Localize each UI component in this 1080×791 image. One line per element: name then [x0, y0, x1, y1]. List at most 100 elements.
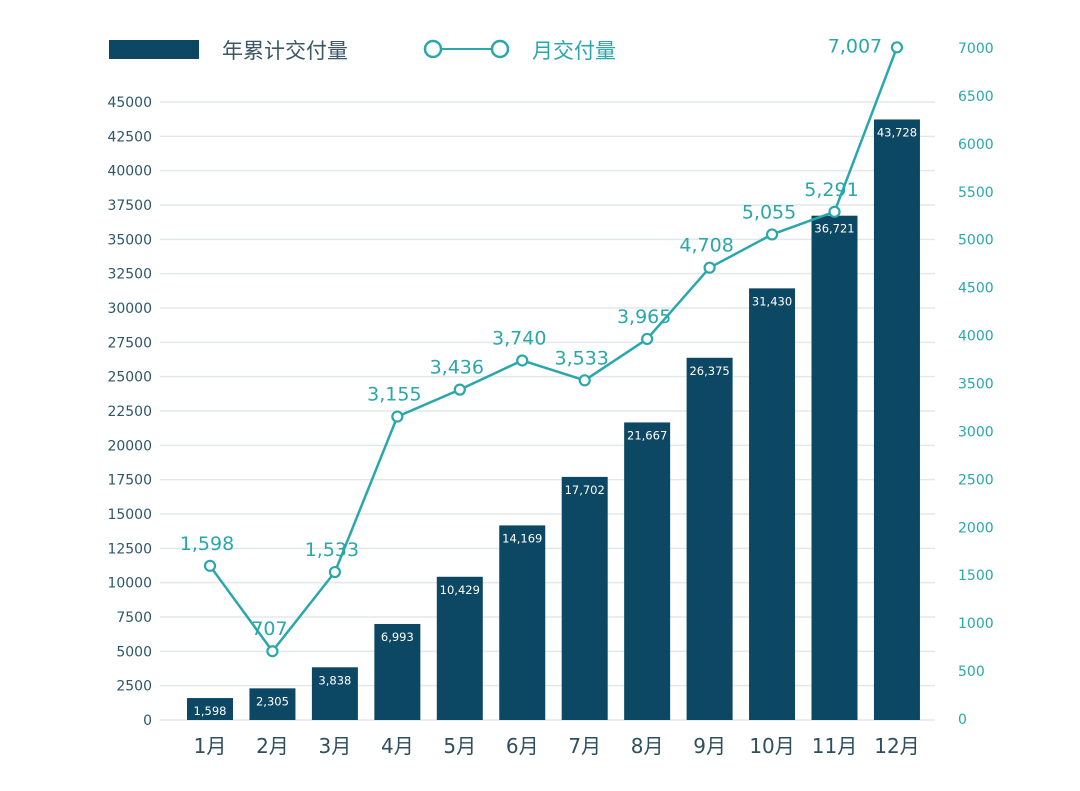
right-axis-tick: 500 [958, 664, 985, 680]
left-axis-tick: 45000 [107, 95, 152, 111]
bar [686, 357, 733, 720]
right-axis-tick: 1500 [958, 568, 994, 584]
left-axis-tick: 35000 [107, 232, 152, 248]
bar-label: 3,838 [318, 673, 351, 687]
legend-line-label: 月交付量 [532, 39, 616, 63]
line-series [208, 46, 899, 654]
right-axis-tick: 6000 [958, 137, 994, 153]
bar-label: 1,598 [194, 704, 227, 718]
right-axis-tick: 5000 [958, 233, 994, 249]
line-point [828, 205, 841, 218]
right-axis-tick: 7000 [958, 41, 994, 57]
line-label: 3,533 [554, 347, 608, 369]
x-axis-tick: 10月 [749, 734, 794, 758]
line-point [641, 332, 654, 346]
bar [624, 422, 671, 720]
line-point [203, 559, 217, 572]
bar-label: 17,702 [565, 483, 605, 497]
x-axis-tick: 6月 [506, 734, 539, 758]
bar-label: 26,375 [689, 364, 729, 378]
x-axis-tick: 9月 [693, 734, 726, 758]
line-point [328, 565, 341, 579]
legend-line-marker-left [423, 39, 443, 59]
right-axis-tick: 2500 [958, 472, 994, 488]
bar-label: 14,169 [502, 531, 542, 545]
right-axis-tick: 0 [958, 712, 967, 728]
line-label: 1,598 [180, 533, 234, 555]
bar [499, 525, 546, 720]
x-axis-tick: 1月 [194, 734, 227, 758]
line-point [765, 228, 779, 241]
legend: 年累计交付量 月交付量 [109, 39, 616, 63]
left-axis-tick: 2500 [116, 679, 152, 695]
x-axis-tick: 8月 [631, 734, 664, 758]
right-axis-tick: 4000 [958, 329, 994, 345]
bar-label: 10,429 [440, 583, 480, 597]
line-label: 3,965 [617, 306, 671, 328]
bar-label: 36,721 [814, 222, 854, 236]
x-axis-tick: 4月 [381, 734, 414, 758]
left-axis-tick: 42500 [107, 129, 152, 145]
left-axis-tick: 12500 [107, 541, 152, 557]
x-axis-tick: 12月 [874, 734, 919, 758]
right-axis-tick: 3000 [958, 424, 994, 440]
right-axis-tick: 3500 [958, 377, 994, 393]
left-axis-tick: 0 [143, 713, 152, 729]
line-label: 3,740 [492, 327, 546, 349]
legend-bar-label: 年累计交付量 [222, 39, 348, 63]
bar-label: 6,993 [381, 630, 414, 644]
line-point [391, 410, 404, 423]
right-axis-tick: 4500 [958, 281, 994, 297]
legend-bar-swatch [109, 40, 199, 59]
x-axis-tick: 5月 [443, 734, 476, 758]
line-label: 4,708 [679, 235, 733, 257]
left-axis-tick: 17500 [107, 473, 152, 489]
bar [873, 119, 920, 720]
line-label: 5,055 [742, 201, 796, 223]
line-point [266, 645, 279, 658]
left-axis-tick: 30000 [107, 301, 152, 317]
right-axis-tick: 6500 [958, 89, 994, 105]
left-axis-tick: 10000 [107, 576, 152, 592]
x-axis-tick: 2月 [256, 734, 289, 758]
line-point [890, 41, 904, 54]
bar [249, 688, 296, 720]
bar-label: 43,728 [877, 125, 917, 139]
bar [749, 288, 796, 720]
left-axis-tick: 22500 [107, 404, 152, 420]
line-point [578, 374, 591, 387]
left-axis-tick: 32500 [107, 267, 152, 283]
left-axis-tick: 15000 [107, 507, 152, 523]
line-label: 5,291 [804, 179, 858, 201]
line-point [703, 261, 716, 274]
x-axis-tick: 7月 [568, 734, 601, 758]
legend-line-marker-right [490, 39, 510, 59]
bar-label: 31,430 [752, 294, 792, 308]
line-label: 3,436 [430, 357, 484, 379]
left-axis-tick: 5000 [116, 644, 152, 660]
bar [311, 667, 358, 720]
right-axis-tick: 2000 [958, 520, 994, 536]
bar [187, 698, 233, 720]
right-axis-tick: 1000 [958, 616, 994, 632]
line-label: 7,007 [828, 35, 882, 57]
left-axis-tick: 27500 [107, 335, 152, 351]
x-axis-tick: 11月 [812, 734, 857, 758]
line-label: 3,155 [367, 384, 421, 406]
x-axis-tick: 3月 [319, 734, 352, 758]
bar [561, 476, 608, 720]
line-point [453, 383, 466, 396]
bar-label: 2,305 [256, 694, 289, 708]
left-axis-tick: 20000 [107, 438, 152, 454]
bar [374, 623, 421, 720]
line-label: 707 [251, 618, 287, 640]
left-axis-tick: 25000 [107, 370, 152, 386]
bar [436, 576, 483, 720]
line-point [516, 354, 529, 367]
bar-label: 21,667 [627, 428, 667, 442]
left-axis-tick: 40000 [107, 164, 152, 180]
left-axis-tick: 7500 [116, 610, 152, 626]
right-axis-tick: 5500 [958, 185, 994, 201]
bar [811, 215, 858, 720]
